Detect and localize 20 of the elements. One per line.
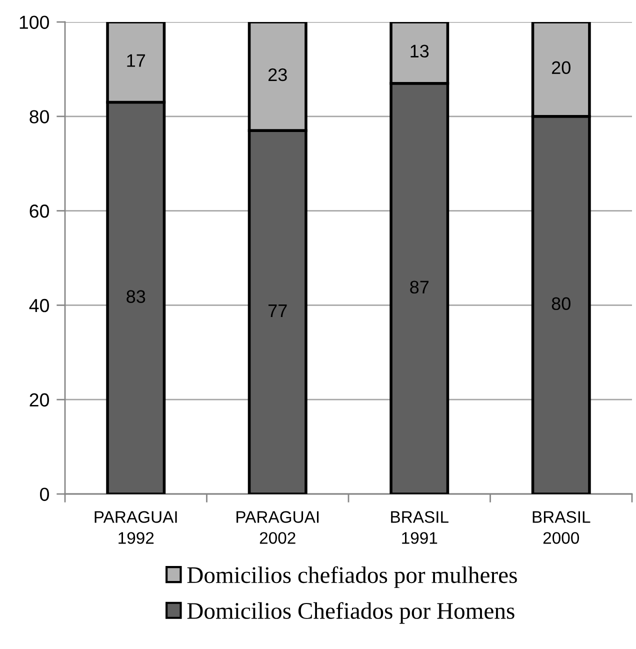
x-tick-label: BRASIL 1991 [391, 511, 448, 544]
legend-label: Domicilios Chefiados por Homens [187, 602, 514, 624]
y-tick-label: 80 [30, 110, 49, 124]
data-label: 20 [552, 61, 570, 74]
x-tick-label: PARAGUAI 1992 [94, 511, 177, 544]
data-label: 77 [268, 304, 287, 317]
y-tick-label: 60 [30, 204, 49, 218]
data-label: 13 [410, 44, 429, 58]
data-label: 17 [127, 54, 146, 67]
data-label: 23 [268, 68, 287, 82]
x-tick-label: BRASIL 2000 [532, 511, 590, 544]
data-label: 80 [552, 297, 570, 310]
data-label: 87 [410, 280, 429, 294]
legend-label: Domicilios chefiados por mulheres [187, 566, 517, 588]
y-tick-label: 20 [30, 393, 49, 407]
x-tick-label: PARAGUAI 2002 [236, 511, 319, 544]
y-tick-label: 0 [40, 488, 49, 501]
data-label: 83 [126, 290, 146, 303]
y-tick-label: 40 [29, 298, 49, 312]
y-tick-label: 100 [20, 16, 49, 29]
